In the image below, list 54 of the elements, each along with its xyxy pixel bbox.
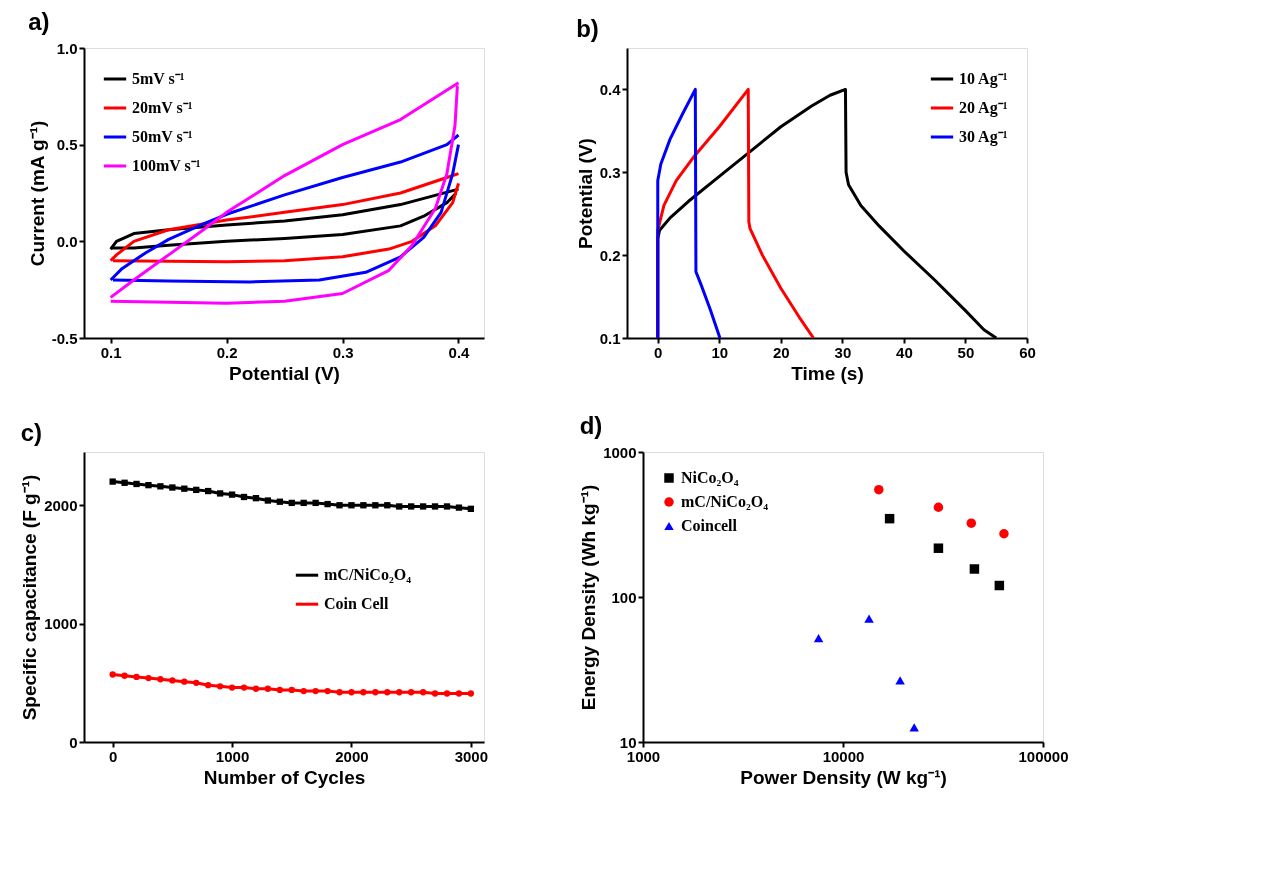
legend-label: mC/NiCo₂O₄	[681, 493, 769, 510]
x-tick-label: 60	[1019, 343, 1036, 361]
x-tick-label: 0.1	[100, 343, 122, 361]
x-tick-label: 10	[711, 343, 729, 361]
y-tick-label: 0.1	[599, 329, 621, 347]
x-tick-label: 1000	[215, 747, 250, 765]
y-tick-label: 2000	[44, 496, 78, 514]
y-tick-label: 1000	[44, 615, 78, 633]
legend-label: 30 Ag⁻¹	[959, 128, 1008, 146]
x-tick-label: 0.3	[332, 343, 354, 361]
x-tick-label: 50	[957, 343, 975, 361]
y-tick-label: 0.2	[599, 246, 621, 264]
legend-label: 20mV s⁻¹	[132, 99, 193, 116]
y-tick-label: 0	[69, 733, 78, 751]
y-axis-title: Energy Density (Wh kg⁻¹)	[578, 484, 600, 711]
y-tick-label: -0.5	[51, 329, 78, 347]
x-tick-label: 3000	[454, 747, 489, 765]
x-axis-title: Power Density (W kg⁻¹)	[740, 766, 947, 788]
legend-label: 10 Ag⁻¹	[959, 70, 1008, 88]
legend-label: 20 Ag⁻¹	[959, 99, 1008, 117]
y-tick-label: 0.5	[56, 136, 78, 154]
y-axis-title: Specific capacitance (F g⁻¹)	[19, 474, 41, 721]
chart-title: b)	[576, 15, 599, 42]
x-axis-title: Number of Cycles	[203, 766, 366, 788]
x-tick-label: 2000	[335, 747, 369, 765]
x-tick-label: 100000	[1018, 747, 1069, 765]
x-tick-label: 20	[773, 343, 790, 361]
legend-label: 5mV s⁻¹	[132, 70, 185, 87]
x-tick-label: 40	[896, 343, 913, 361]
y-tick-label: 1.0	[56, 39, 78, 57]
legend-label: Coincell	[681, 517, 738, 534]
y-tick-label: 1000	[603, 443, 637, 461]
legend-label: 100mV s⁻¹	[132, 157, 201, 174]
x-tick-label: 0.4	[448, 343, 471, 361]
x-tick-label: 0	[654, 343, 663, 361]
x-tick-label: 0	[108, 747, 118, 765]
chart-title: c)	[20, 419, 42, 446]
legend-label: NiCo₂O₄	[681, 469, 739, 486]
y-tick-label: 0.0	[56, 232, 78, 250]
x-axis-title: Time (s)	[791, 362, 864, 384]
legend-label: 50mV s⁻¹	[132, 128, 193, 145]
x-tick-label: 30	[834, 343, 852, 361]
x-tick-label: 10000	[822, 747, 865, 765]
x-tick-label: 0.2	[216, 343, 238, 361]
y-tick-label: 0.3	[599, 163, 621, 181]
y-tick-label: 100	[611, 588, 637, 606]
y-axis-title: Current (mA g⁻¹)	[26, 120, 48, 267]
chart-title: a)	[28, 8, 50, 35]
y-axis-title: Potential (V)	[574, 138, 596, 249]
legend-label: Coin Cell	[324, 595, 389, 613]
chart-title: d)	[579, 412, 603, 439]
legend-label: mC/NiCo₂O₄	[324, 566, 412, 584]
x-axis-title: Potential (V)	[229, 362, 340, 384]
y-tick-label: 0.4	[599, 80, 622, 98]
